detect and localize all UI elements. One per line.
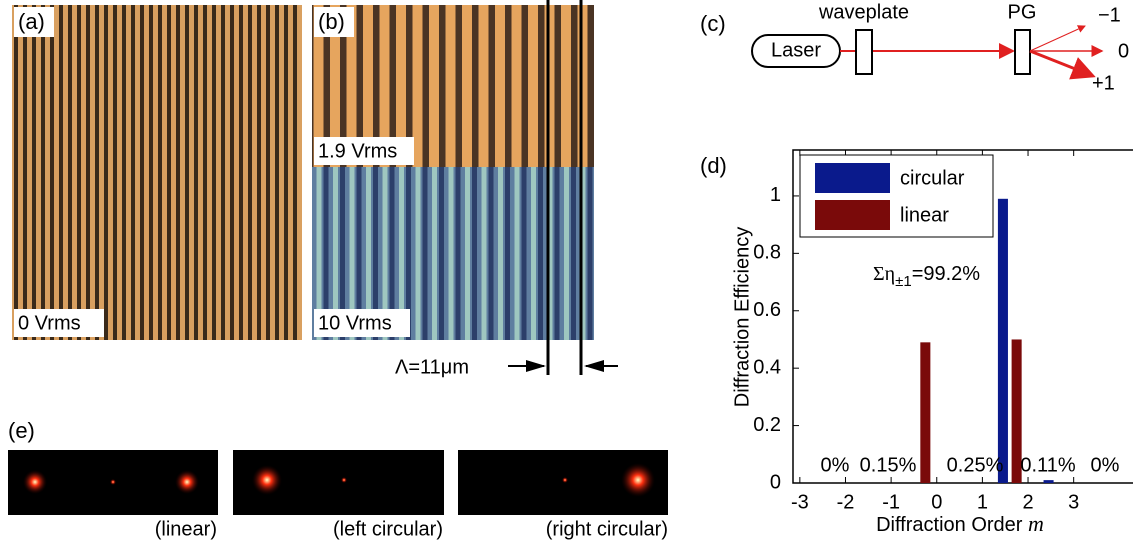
y-tick-label: 0.8	[753, 242, 781, 264]
waveplate	[855, 29, 873, 75]
grating-label: PG	[1008, 1, 1037, 23]
sum-symbol: Ση	[873, 263, 895, 285]
sum-subscript: ±1	[895, 273, 912, 290]
value-annotation: 0.25%	[947, 454, 1004, 476]
legend-label: circular	[900, 167, 965, 189]
sum-annotation: Ση±1=99.2%	[873, 263, 980, 290]
spot	[562, 477, 568, 483]
y-axis-label: Diffraction Efficiency	[731, 227, 753, 407]
panel-label: (a)	[18, 9, 45, 34]
value-annotation: 0.11%	[1020, 454, 1075, 476]
x-tick-label: 3	[1068, 491, 1079, 513]
voltage-label: 0 Vrms	[18, 312, 81, 334]
x-tick-label: 1	[977, 491, 988, 513]
label-box	[314, 137, 414, 165]
voltage-label: 10 Vrms	[318, 312, 392, 334]
order-label: 0	[1118, 40, 1129, 62]
waveplate-label: waveplate	[818, 1, 909, 23]
laser-label: Laser	[771, 39, 821, 61]
order-label: +1	[1092, 72, 1115, 94]
x-tick-label: -1	[882, 491, 900, 513]
spot	[252, 465, 282, 495]
spot	[175, 470, 199, 494]
panel-label: (b)	[318, 9, 345, 34]
panel-label: (c)	[700, 11, 726, 36]
spot	[621, 463, 655, 497]
x-tick-label: -3	[791, 491, 809, 513]
label-box	[314, 7, 354, 37]
label-box	[14, 7, 54, 37]
legend-swatch	[815, 200, 890, 230]
caption: (right circular)	[546, 518, 668, 540]
spot	[341, 477, 347, 483]
period-label: Λ=11μm	[395, 356, 469, 378]
panel-label: (d)	[700, 153, 727, 178]
plot-area	[792, 149, 1133, 484]
y-tick-label: 0.6	[753, 299, 781, 321]
x-tick-label: -2	[837, 491, 855, 513]
x-tick-label: 2	[1022, 491, 1033, 513]
bar	[997, 198, 1008, 483]
bar	[1043, 480, 1054, 483]
bar	[920, 342, 931, 483]
y-tick-label: 0.2	[753, 414, 781, 436]
y-tick-label: 0	[770, 471, 781, 493]
x-axis-symbol: m	[1028, 511, 1044, 536]
value-annotation: 0.15%	[860, 454, 917, 476]
x-tick-label: 0	[931, 491, 942, 513]
label-box	[14, 309, 104, 337]
sum-value: =99.2%	[912, 263, 981, 285]
caption: (left circular)	[333, 518, 443, 540]
grating	[1014, 29, 1031, 75]
x-axis-title: Diffraction Order m	[876, 511, 1044, 536]
beam	[1029, 25, 1086, 52]
legend-label: linear	[900, 204, 949, 226]
order-label: −1	[1098, 4, 1121, 26]
voltage-label: 1.9 Vrms	[318, 140, 397, 162]
beam	[1029, 49, 1096, 80]
micrograph-a	[12, 5, 302, 340]
spot	[110, 479, 116, 485]
legend-swatch	[815, 163, 890, 193]
value-annotation: 0%	[821, 454, 850, 476]
label-box	[314, 309, 410, 337]
x-axis-label: Diffraction Order	[876, 514, 1023, 536]
y-tick-label: 1	[770, 184, 781, 206]
bar	[1011, 339, 1022, 483]
y-tick-label: 0.4	[753, 356, 781, 378]
value-annotation: 0%	[1091, 454, 1120, 476]
spot	[23, 470, 47, 494]
caption: (linear)	[155, 518, 217, 540]
panel-label: (e)	[8, 418, 35, 443]
